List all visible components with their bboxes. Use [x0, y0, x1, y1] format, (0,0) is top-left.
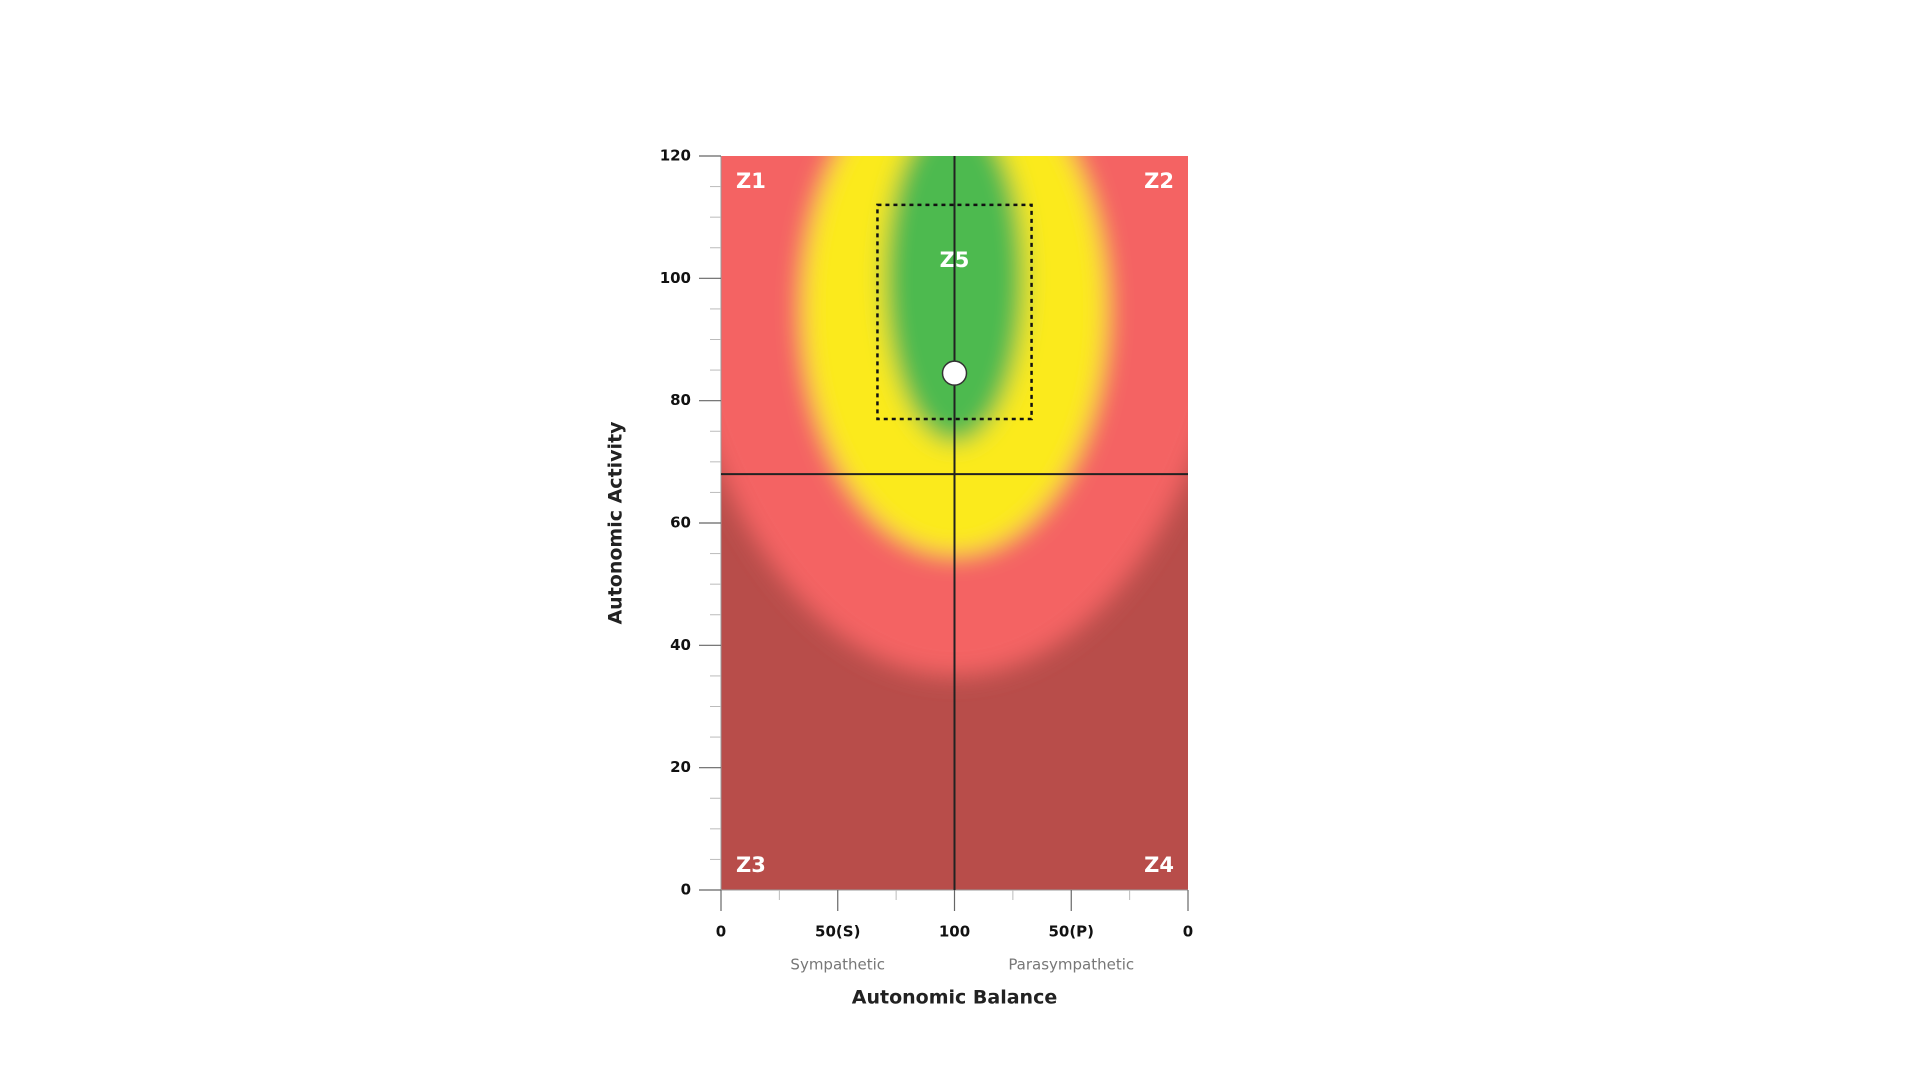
y-tick-label: 40 — [670, 636, 691, 654]
data-point — [941, 360, 968, 386]
y-axis-title: Autonomic Activity — [605, 421, 627, 625]
x-tick-label: 100 — [939, 923, 970, 941]
y-tick-label: 20 — [670, 758, 691, 776]
y-tick-label: 100 — [660, 269, 691, 287]
zone-label: Z4 — [1144, 853, 1174, 877]
x-sublabel: Parasympathetic — [1008, 956, 1134, 974]
x-axis-title: Autonomic Balance — [852, 987, 1057, 1009]
x-tick-label: 0 — [1183, 923, 1193, 941]
y-tick-label: 120 — [660, 147, 691, 165]
zone-label: Z1 — [736, 169, 766, 193]
zone-label: Z2 — [1144, 169, 1174, 193]
x-tick-label: 0 — [716, 923, 726, 941]
y-tick-label: 60 — [670, 514, 691, 532]
y-tick-label: 0 — [681, 881, 691, 899]
x-tick-label: 50(P) — [1048, 923, 1094, 941]
y-tick-label: 80 — [670, 391, 691, 409]
x-tick-label: 50(S) — [815, 923, 860, 941]
zone-label: Z3 — [736, 853, 766, 877]
x-sublabel: Sympathetic — [790, 956, 885, 974]
